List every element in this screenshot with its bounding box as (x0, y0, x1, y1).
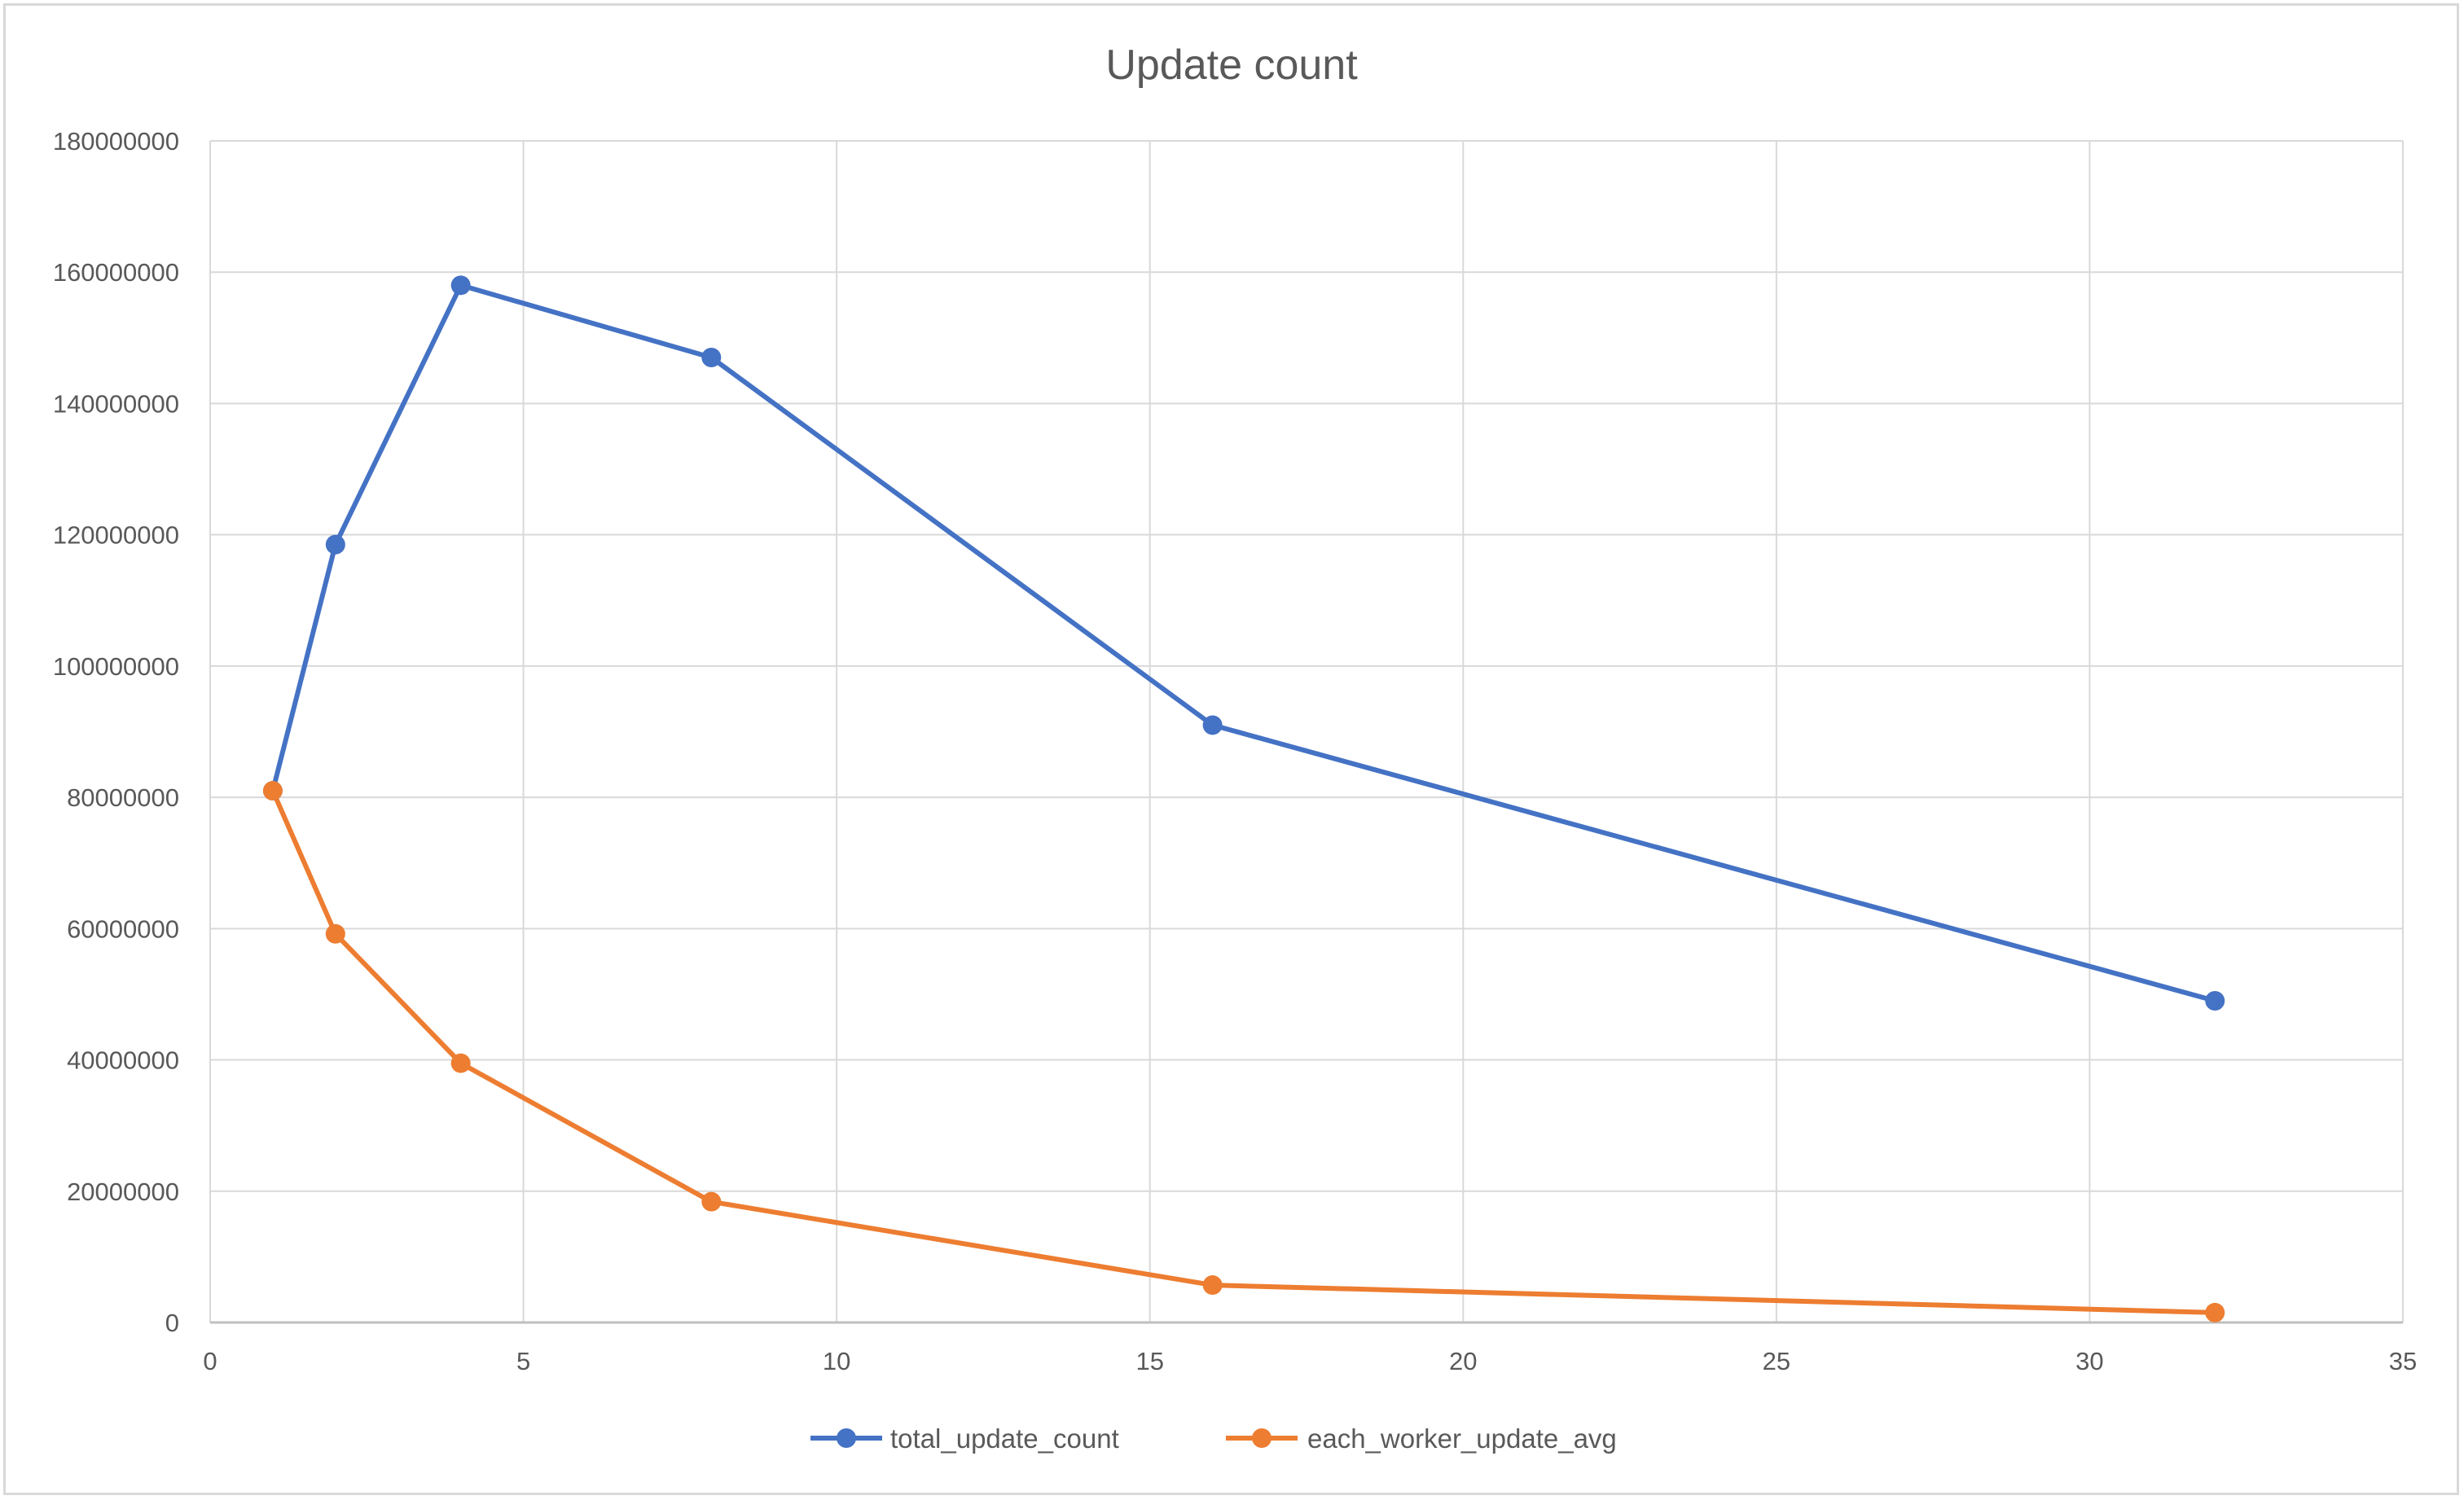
series-points (262, 275, 2225, 1322)
x-tick-label: 30 (2075, 1347, 2103, 1375)
data-point-each_worker_update_avg (701, 1191, 722, 1212)
chart-frame (3, 3, 2459, 1495)
x-tick-label: 20 (1449, 1347, 1477, 1375)
y-tick-label: 60000000 (67, 914, 179, 943)
data-point-total_update_count (2205, 991, 2225, 1011)
series-lines (270, 283, 2218, 1315)
y-tick-label: 120000000 (53, 521, 179, 550)
data-point-each_worker_update_avg (262, 781, 283, 801)
x-tick-label: 0 (203, 1347, 217, 1375)
data-point-each_worker_update_avg (325, 923, 345, 944)
gridlines (209, 140, 2404, 1322)
legend-label-each_worker_update_avg: each_worker_update_avg (1307, 1423, 1617, 1454)
legend-marker-total_update_count (837, 1428, 856, 1448)
y-tick-labels: 0 20000000 40000000 60000000 80000000 1000000… (53, 127, 179, 1337)
data-point-total_update_count (450, 275, 471, 296)
data-point-each_worker_update_avg (2205, 1302, 2225, 1322)
data-point-total_update_count (325, 534, 345, 555)
y-tick-label: 100000000 (53, 652, 179, 681)
legend: total_update_count each_worker_update_avg (810, 1423, 1617, 1454)
x-tick-label: 5 (516, 1347, 530, 1375)
x-tick-label: 15 (1135, 1347, 1163, 1375)
x-tick-label: 10 (823, 1347, 850, 1375)
series-line-total_update_count (270, 283, 2218, 1003)
x-tick-label: 35 (2389, 1347, 2417, 1375)
y-tick-label: 80000000 (67, 783, 179, 812)
data-point-total_update_count (701, 348, 722, 368)
y-tick-label: 20000000 (67, 1178, 179, 1206)
y-tick-label: 0 (165, 1309, 179, 1337)
data-point-each_worker_update_avg (1202, 1275, 1223, 1296)
x-tick-labels: 0 5 10 15 20 25 30 35 (203, 1347, 2417, 1375)
y-tick-label: 40000000 (67, 1046, 179, 1075)
chart-title: Update count (1105, 42, 1358, 89)
y-tick-label: 160000000 (53, 258, 179, 287)
legend-label-total_update_count: total_update_count (890, 1423, 1119, 1454)
data-point-each_worker_update_avg (450, 1053, 471, 1073)
y-tick-label: 140000000 (53, 389, 179, 418)
legend-marker-each_worker_update_avg (1252, 1428, 1272, 1448)
y-tick-label: 180000000 (53, 127, 179, 156)
data-point-total_update_count (1202, 715, 1223, 735)
series-line-each_worker_update_avg (270, 788, 2218, 1315)
x-tick-label: 25 (1763, 1347, 1790, 1375)
